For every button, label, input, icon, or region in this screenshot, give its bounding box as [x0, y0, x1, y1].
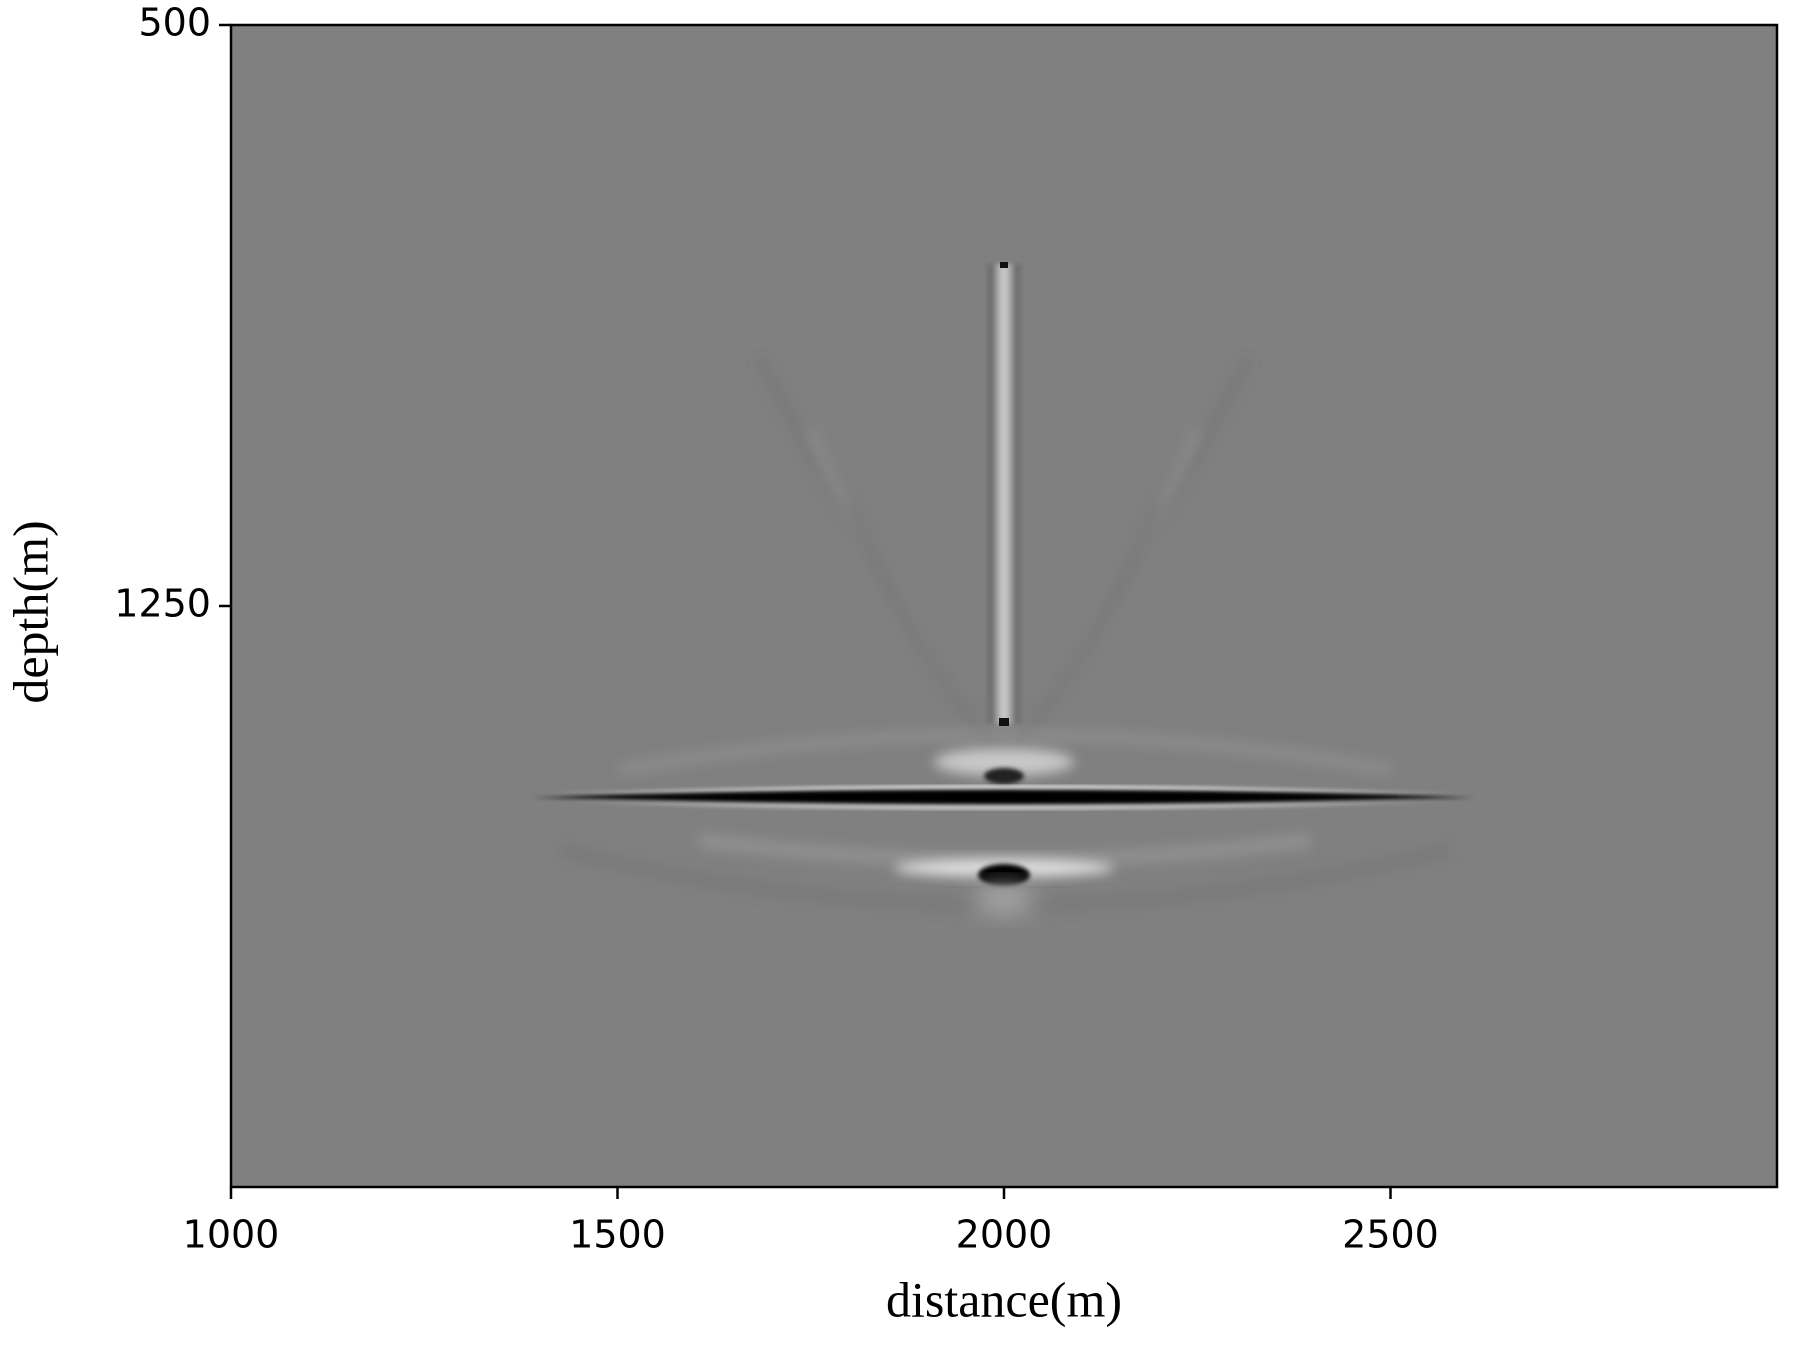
- x-axis-label: distance(m): [886, 1271, 1122, 1327]
- vertical-event: [984, 264, 1024, 724]
- lower-event: [978, 864, 1030, 886]
- horizontal-event: [532, 789, 1475, 805]
- x-tick-label: 1000: [183, 1213, 280, 1257]
- diffraction-arcs: [558, 358, 1452, 911]
- horizontal-event: [560, 800, 1450, 809]
- lower-event: [974, 886, 1034, 914]
- x-tick-label: 1500: [569, 1213, 666, 1257]
- event-tip: [1000, 262, 1008, 268]
- y-tick-label: 500: [138, 1, 211, 45]
- wavefield-image: [231, 25, 1777, 1187]
- x-tick-label: 2500: [1342, 1213, 1439, 1257]
- y-axis-label: depth(m): [2, 520, 58, 703]
- x-tick-label: 2000: [956, 1213, 1053, 1257]
- event-tip: [999, 718, 1009, 726]
- focus-ring: [934, 748, 1074, 776]
- focus-ring: [984, 768, 1024, 784]
- y-tick-label: 1250: [114, 582, 211, 626]
